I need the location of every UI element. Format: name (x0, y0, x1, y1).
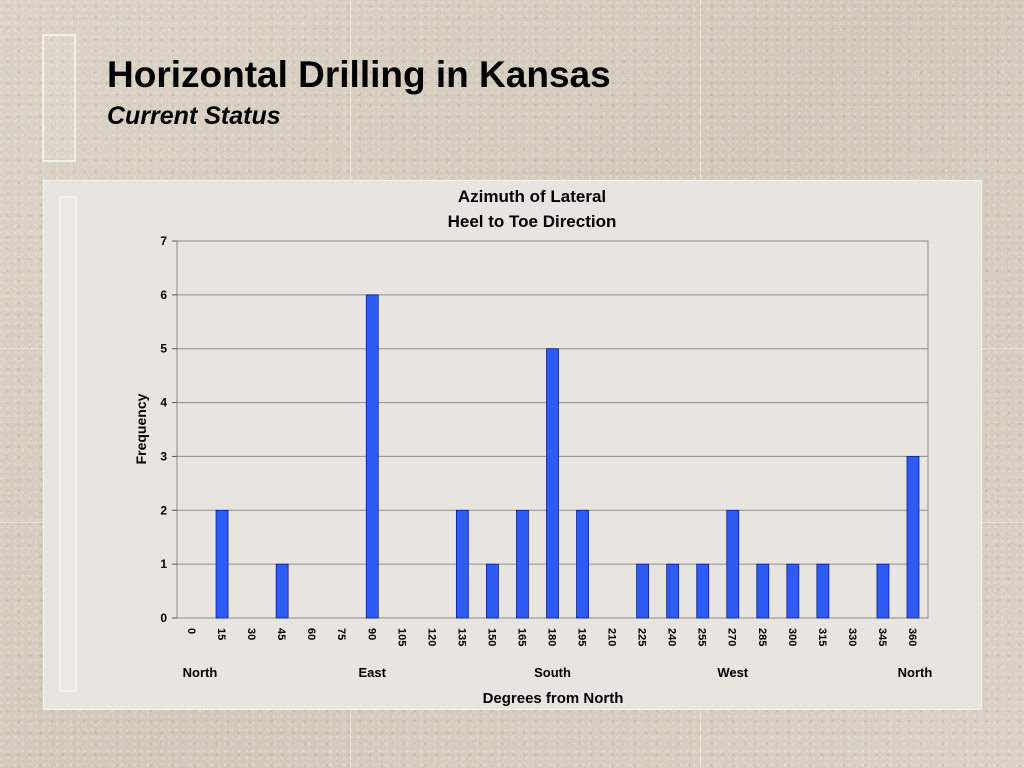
x-tick-label: 180 (546, 628, 558, 646)
x-tick-label: 135 (455, 628, 467, 646)
direction-label: North (183, 665, 218, 680)
bar-360 (906, 456, 920, 619)
bar-195 (576, 509, 589, 619)
bar-285 (756, 563, 770, 619)
x-axis-label: Degrees from North (483, 690, 624, 707)
direction-label: South (534, 665, 571, 680)
x-tick-label: 285 (756, 628, 768, 646)
y-tick-label: 2 (160, 503, 167, 517)
x-tick-label: 345 (876, 628, 888, 646)
direction-label: West (717, 665, 748, 680)
bar-315 (816, 563, 830, 619)
bar-150 (486, 563, 499, 619)
x-tick-label: 45 (275, 628, 287, 640)
y-tick-label: 3 (160, 449, 167, 463)
bar-135 (455, 509, 469, 619)
chart-subtitle: Heel to Toe Direction (448, 212, 617, 231)
bar-270 (726, 509, 740, 619)
x-tick-label: 0 (185, 628, 197, 634)
y-tick-label: 5 (160, 342, 167, 356)
x-tick-label: 195 (576, 628, 588, 646)
x-tick-label: 165 (515, 628, 527, 646)
y-tick-label: 4 (160, 396, 167, 410)
x-tick-label: 90 (365, 628, 377, 640)
x-tick-labels: 0 15 30 45 60 75 90 105 120 135 150 165 180 195 210 225… (185, 628, 918, 646)
x-tick-label: 15 (215, 628, 227, 640)
x-tick-label: 60 (305, 628, 317, 640)
slide-title: Horizontal Drilling in Kansas (107, 54, 611, 95)
x-tick-label: 315 (816, 628, 828, 646)
x-tick-label: 330 (846, 628, 858, 646)
bar-345 (876, 563, 890, 619)
bar-225 (636, 563, 650, 619)
y-tick-label: 1 (160, 557, 167, 571)
x-tick-label: 300 (786, 628, 798, 646)
x-tick-label: 360 (906, 628, 918, 646)
x-tick-label: 210 (606, 628, 618, 646)
bar-180 (546, 348, 559, 619)
direction-labels: North East South West North (183, 665, 933, 680)
decorative-bracket (59, 196, 77, 692)
bars (215, 294, 920, 619)
bar-165 (516, 509, 529, 619)
slide-subtitle: Current Status (107, 102, 281, 130)
bar-300 (786, 563, 800, 619)
bar-255 (696, 563, 710, 619)
x-tick-label: 240 (666, 628, 678, 646)
x-tick-label: 30 (245, 628, 257, 640)
chart-title: Azimuth of Lateral (458, 187, 606, 206)
x-tick-label: 150 (485, 628, 497, 646)
y-axis-label: Frequency (133, 393, 149, 464)
bar-45 (275, 563, 289, 619)
x-tick-label: 120 (425, 628, 437, 646)
direction-label: North (898, 665, 933, 680)
decorative-bracket (42, 34, 76, 162)
direction-label: East (359, 665, 387, 680)
x-tick-label: 225 (636, 628, 648, 646)
bar-240 (666, 563, 680, 619)
y-tick-label: 7 (160, 234, 167, 248)
x-tick-label: 105 (395, 628, 407, 646)
bar-90 (365, 294, 379, 619)
x-tick-label: 255 (696, 628, 708, 646)
y-tick-label: 0 (160, 611, 167, 625)
y-tick-label: 6 (160, 288, 167, 302)
y-tick-labels: 0 1 2 3 4 5 6 7 (160, 234, 167, 625)
bar-15 (215, 509, 229, 619)
x-tick-label: 270 (726, 628, 738, 646)
x-tick-label: 75 (335, 628, 347, 640)
